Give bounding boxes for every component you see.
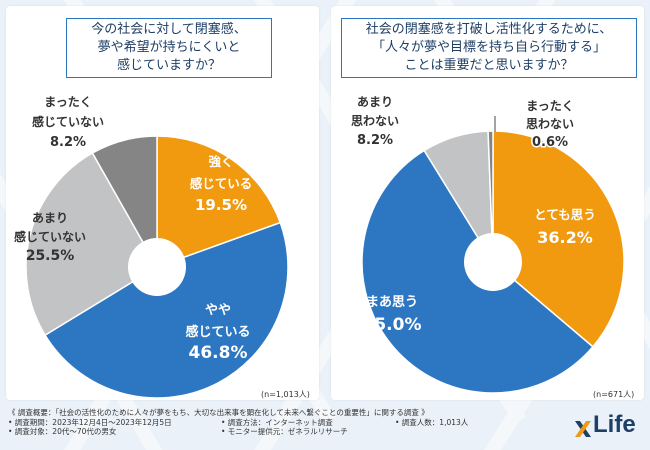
left-slice-2 bbox=[44, 221, 289, 399]
x-mark-icon bbox=[575, 421, 591, 437]
right-chart-card: 社会の閉塞感を打破し活性化するために、 「人々が夢や目標を持ち自ら行動する」 こ… bbox=[331, 6, 644, 400]
survey-count: • 調査人数：1,013人 bbox=[395, 417, 469, 427]
right-slice-1 bbox=[492, 130, 625, 348]
left-label-some-line-2: 感じている bbox=[185, 324, 250, 340]
right-label-very-line-1: とても思う bbox=[534, 207, 596, 222]
left-label-some-line-1: やや bbox=[205, 303, 231, 318]
left-slice-3 bbox=[25, 151, 159, 337]
right-slice-4 bbox=[487, 130, 494, 263]
right-question-line-2: 「人々が夢や目標を持ち自ら行動する」 bbox=[371, 40, 606, 55]
right-label-very: とても思う 36.2% bbox=[534, 207, 596, 247]
right-label-somewhat-line-1: まあ思う bbox=[366, 295, 418, 310]
right-donut-hole bbox=[464, 233, 522, 291]
left-donut-hole bbox=[128, 238, 186, 296]
right-label-very-line-2: 36.2% bbox=[537, 228, 593, 247]
right-label-notatall-line-2: 思わない bbox=[526, 117, 574, 131]
left-question-line-1: 今の社会に対して閉塞感、 bbox=[91, 22, 247, 37]
right-label-notmuch-line-3: 8.2% bbox=[357, 133, 393, 148]
left-label-notmuch-line-1: あまり bbox=[32, 211, 68, 225]
left-label-notatall-line-2: 感じていない bbox=[32, 114, 104, 129]
left-sample-size: (n=1,013人) bbox=[261, 390, 310, 399]
right-label-notatall-line-1: まったく bbox=[526, 99, 574, 113]
left-label-strong-line-1: 強く bbox=[208, 154, 233, 169]
left-label-notatall-line-1: まったく bbox=[44, 95, 92, 109]
survey-method: • 調査方法：インターネット調査 bbox=[221, 417, 333, 427]
logo-text: Life bbox=[593, 411, 636, 438]
left-donut-chart: 強く感じている19.5%やや感じている46.8%あまり感じていない25.5%まっ… bbox=[14, 94, 289, 399]
right-label-notmuch-line-1: あまり bbox=[357, 95, 393, 109]
right-question-line-3: ことは重要だと思いますか？ bbox=[404, 58, 574, 73]
survey-provider: • モニター提供元：ゼネラルリサーチ bbox=[221, 427, 348, 436]
left-question-box: 今の社会に対して閉塞感、 夢や希望が持ちにくいと 感じていますか？ bbox=[66, 18, 272, 78]
left-label-strong-line-3: 19.5% bbox=[195, 196, 247, 214]
right-question-line-1: 社会の閉塞感を打破し活性化するために、 bbox=[365, 22, 613, 37]
right-label-somewhat: まあ思う 55.0% bbox=[363, 295, 422, 335]
right-label-notatall-line-3: 0.6% bbox=[532, 135, 568, 150]
left-slice-1 bbox=[156, 135, 282, 269]
left-question-line-3: 感じていますか？ bbox=[116, 58, 221, 73]
right-sample-size: (n=671人) bbox=[593, 390, 635, 399]
survey-period: • 調査期間：2023年12月4日～2023年12月5日 bbox=[8, 417, 172, 427]
left-label-notmuch-line-2: 感じていない bbox=[14, 229, 86, 244]
left-label-some-line-3: 46.8% bbox=[189, 343, 248, 363]
survey-overview: 《 調査概要：「社会の活性化のために人々が夢をもち、大切な出来事を顕在化して未来… bbox=[8, 408, 429, 417]
survey-target: • 調査対象：20代～70代の男女 bbox=[8, 427, 117, 436]
right-label-somewhat-line-2: 55.0% bbox=[363, 315, 422, 335]
right-question-box: 社会の閉塞感を打破し活性化するために、 「人々が夢や目標を持ち自ら行動する」 こ… bbox=[341, 18, 637, 78]
left-label-notmuch-line-3: 25.5% bbox=[26, 248, 75, 264]
left-chart-card: 今の社会に対して閉塞感、 夢や希望が持ちにくいと 感じていますか？ 強く感じてい… bbox=[6, 6, 319, 400]
right-label-notmuch-line-2: 思わない bbox=[351, 114, 399, 128]
left-slice-4 bbox=[91, 135, 158, 270]
left-label-notatall-line-3: 8.2% bbox=[50, 135, 86, 150]
left-question-line-2: 夢や希望が持ちにくいと bbox=[97, 40, 241, 55]
left-label-strong-line-2: 感じている bbox=[190, 176, 253, 191]
